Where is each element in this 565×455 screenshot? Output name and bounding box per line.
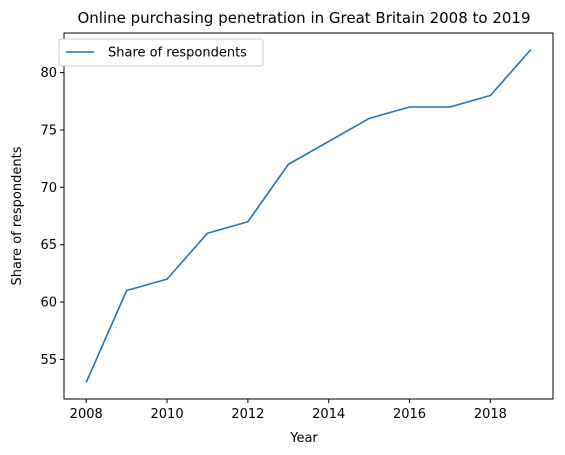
y-tick-label: 55 <box>40 353 57 368</box>
y-tick-label: 80 <box>40 66 57 81</box>
y-tick-label: 60 <box>40 296 57 311</box>
x-tick-label: 2018 <box>474 407 507 422</box>
x-tick-label: 2010 <box>151 407 184 422</box>
y-tick-label: 65 <box>40 238 57 253</box>
x-tick-label: 2012 <box>231 407 264 422</box>
series-line-0 <box>85 49 532 383</box>
x-tick-label: 2014 <box>312 407 345 422</box>
y-tick-label: 75 <box>40 123 57 138</box>
x-axis-title: Year <box>289 431 318 446</box>
y-tick-label: 70 <box>40 181 57 196</box>
chart-title: Online purchasing penetration in Great B… <box>77 9 530 27</box>
y-axis-title: Share of respondents <box>10 146 25 285</box>
plot-area <box>63 32 554 400</box>
y-axis: 55 60 65 70 75 80 <box>40 66 64 368</box>
legend-label: Share of respondents <box>108 46 247 61</box>
x-axis: 2008 2010 2012 2014 2016 2018 <box>70 399 507 422</box>
series-layer <box>85 49 532 383</box>
legend: Share of respondents <box>58 38 264 67</box>
x-tick-label: 2016 <box>393 407 426 422</box>
x-tick-label: 2008 <box>70 407 103 422</box>
legend-box <box>58 38 264 67</box>
